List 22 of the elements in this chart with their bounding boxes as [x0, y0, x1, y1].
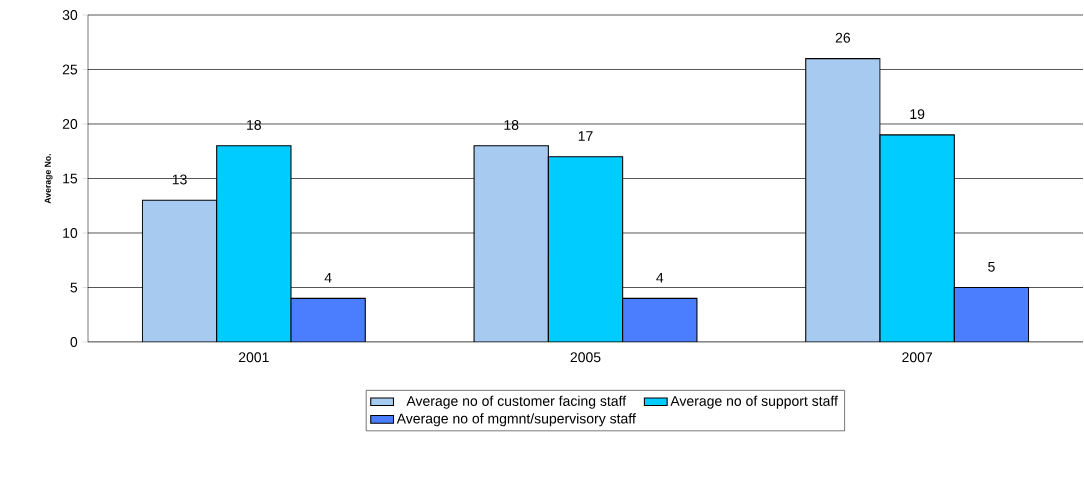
- legend-label: Average no of support staff: [670, 395, 838, 409]
- data-label: 4: [656, 272, 664, 283]
- data-label: 18: [247, 120, 262, 130]
- y-tick-label: 5: [70, 282, 78, 293]
- y-tick-label: 30: [62, 10, 78, 20]
- y-tick-label: 20: [62, 119, 78, 129]
- x-tick-label: 2001: [238, 352, 269, 363]
- x-tick-label: 2007: [902, 352, 933, 363]
- y-tick-label: 15: [63, 173, 78, 184]
- data-label: 26: [835, 32, 851, 43]
- data-label: 19: [910, 109, 925, 120]
- data-label: 17: [578, 131, 593, 141]
- legend-label: Average no of customer facing staff: [406, 395, 627, 409]
- y-tick-label: 0: [70, 337, 78, 347]
- data-label: 4: [324, 272, 332, 283]
- data-label: 5: [988, 261, 995, 272]
- y-axis-title: Average No.: [44, 153, 53, 204]
- y-tick-label: 10: [63, 228, 78, 238]
- x-tick-label: 2005: [570, 352, 601, 363]
- data-label: 18: [504, 120, 519, 130]
- y-tick-label: 25: [62, 64, 78, 75]
- legend-label: Average no of mgmnt/supervisory staff: [396, 413, 636, 427]
